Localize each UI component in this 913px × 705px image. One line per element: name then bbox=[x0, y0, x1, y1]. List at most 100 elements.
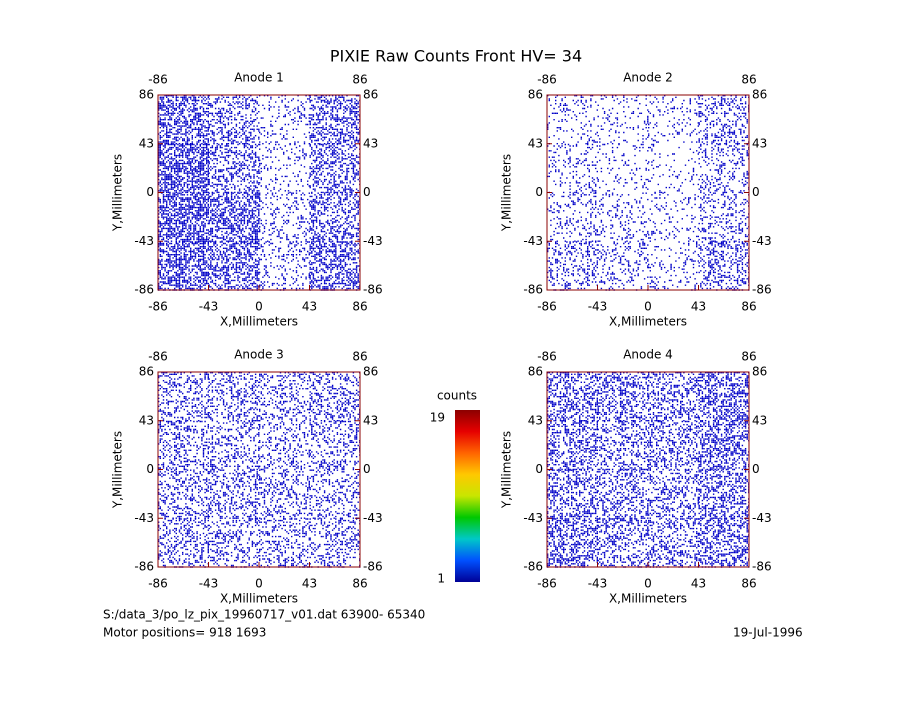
density-cell bbox=[648, 241, 699, 291]
density-cell bbox=[309, 241, 361, 291]
density-cell bbox=[208, 469, 260, 519]
y-tick-label: 86 bbox=[139, 365, 154, 379]
y2-tick-label: 0 bbox=[363, 185, 371, 199]
x-tick-label: 43 bbox=[302, 300, 317, 314]
x-tick-label: 43 bbox=[691, 300, 706, 314]
y-tick-label: -43 bbox=[134, 234, 154, 248]
density-cell bbox=[648, 192, 699, 242]
x-tick-label: 43 bbox=[302, 577, 317, 591]
density-cell bbox=[547, 518, 598, 568]
density-cell bbox=[309, 518, 361, 568]
density-cell bbox=[597, 143, 649, 192]
motor-note: Motor positions= 918 1693 bbox=[103, 626, 266, 640]
x-tick-label: -86 bbox=[537, 577, 557, 591]
y-tick-label: 43 bbox=[528, 413, 543, 427]
density-cell bbox=[547, 192, 598, 242]
x2-tick-label: 86 bbox=[352, 350, 367, 364]
x-tick-label: 0 bbox=[255, 300, 263, 314]
density-cell bbox=[208, 192, 260, 242]
density-cell bbox=[158, 469, 209, 519]
density-cell bbox=[259, 241, 310, 291]
density-cell bbox=[597, 469, 649, 519]
density-cell bbox=[208, 518, 260, 568]
x-axis-label: X,Millimeters bbox=[220, 315, 298, 329]
y-tick-label: 86 bbox=[139, 88, 154, 102]
density-cell bbox=[597, 420, 649, 471]
y-axis-label: Y,Millimeters bbox=[500, 154, 514, 232]
density-cell bbox=[698, 469, 750, 519]
density-cell bbox=[309, 469, 361, 519]
y-tick-label: -43 bbox=[523, 234, 543, 248]
density-cell bbox=[259, 192, 310, 242]
y-tick-label: 0 bbox=[146, 185, 154, 199]
density-cell bbox=[648, 469, 699, 519]
density-cell bbox=[158, 95, 209, 145]
y-tick-label: 43 bbox=[139, 413, 154, 427]
y-tick-label: -43 bbox=[134, 511, 154, 525]
panel-title: Anode 1 bbox=[234, 71, 284, 85]
density-cell bbox=[648, 95, 699, 143]
y-axis-label: Y,Millimeters bbox=[111, 431, 125, 509]
density-cell bbox=[208, 143, 260, 194]
density-cell bbox=[597, 372, 649, 422]
density-cell bbox=[547, 372, 598, 422]
density-cell bbox=[309, 95, 361, 145]
y2-tick-label: 43 bbox=[752, 413, 767, 427]
density-cell bbox=[208, 241, 260, 291]
x-tick-label: 0 bbox=[644, 300, 652, 314]
x-tick-label: 43 bbox=[691, 577, 706, 591]
x2-tick-label: 86 bbox=[741, 73, 756, 87]
y2-tick-label: 0 bbox=[752, 462, 760, 476]
x-tick-label: 86 bbox=[352, 577, 367, 591]
x2-tick-label: 86 bbox=[741, 350, 756, 364]
density-cell bbox=[698, 192, 750, 242]
colorbar-tick-label: 19 bbox=[430, 411, 445, 425]
panel-title: Anode 4 bbox=[623, 348, 673, 362]
y2-tick-label: -43 bbox=[363, 511, 383, 525]
density-cell bbox=[208, 372, 260, 422]
density-cell bbox=[597, 518, 649, 568]
y2-tick-label: -43 bbox=[752, 234, 772, 248]
y2-tick-label: -43 bbox=[752, 511, 772, 525]
x-tick-label: 0 bbox=[644, 577, 652, 591]
density-cell bbox=[158, 420, 209, 471]
y2-tick-label: 86 bbox=[752, 365, 767, 379]
density-cell bbox=[158, 372, 209, 422]
density-cell bbox=[597, 241, 649, 291]
y-axis-label: Y,Millimeters bbox=[500, 431, 514, 509]
file-note: S:/data_3/po_lz_pix_19960717_v01.dat 639… bbox=[103, 608, 425, 622]
x-axis-label: X,Millimeters bbox=[609, 315, 687, 329]
y-tick-label: -86 bbox=[134, 283, 154, 297]
density-cell bbox=[259, 518, 310, 568]
y-tick-label: 86 bbox=[528, 88, 543, 102]
y2-tick-label: 86 bbox=[752, 88, 767, 102]
y2-tick-label: -86 bbox=[363, 283, 383, 297]
x-axis-label: X,Millimeters bbox=[609, 592, 687, 606]
density-cell bbox=[547, 420, 598, 471]
y2-tick-label: 86 bbox=[363, 88, 378, 102]
y2-tick-label: 43 bbox=[363, 413, 378, 427]
x-tick-label: -86 bbox=[148, 577, 168, 591]
colorbar bbox=[455, 410, 480, 582]
y-tick-label: 0 bbox=[146, 462, 154, 476]
x-tick-label: -43 bbox=[588, 300, 608, 314]
density-cell bbox=[309, 420, 361, 471]
y-tick-label: 43 bbox=[139, 136, 154, 150]
density-cell bbox=[698, 143, 750, 194]
density-cell bbox=[698, 372, 750, 422]
y2-tick-label: 0 bbox=[752, 185, 760, 199]
x2-tick-label: 86 bbox=[352, 73, 367, 87]
y2-tick-label: 0 bbox=[363, 462, 371, 476]
density-cell bbox=[547, 469, 598, 519]
density-cell bbox=[158, 192, 209, 242]
x-tick-label: 0 bbox=[255, 577, 263, 591]
y-tick-label: 0 bbox=[535, 185, 543, 199]
y-tick-label: -86 bbox=[523, 560, 543, 574]
y-tick-label: 0 bbox=[535, 462, 543, 476]
y2-tick-label: -43 bbox=[363, 234, 383, 248]
y2-tick-label: -86 bbox=[363, 560, 383, 574]
density-cell bbox=[597, 192, 649, 242]
density-cell bbox=[648, 518, 699, 568]
density-cell bbox=[259, 469, 310, 519]
